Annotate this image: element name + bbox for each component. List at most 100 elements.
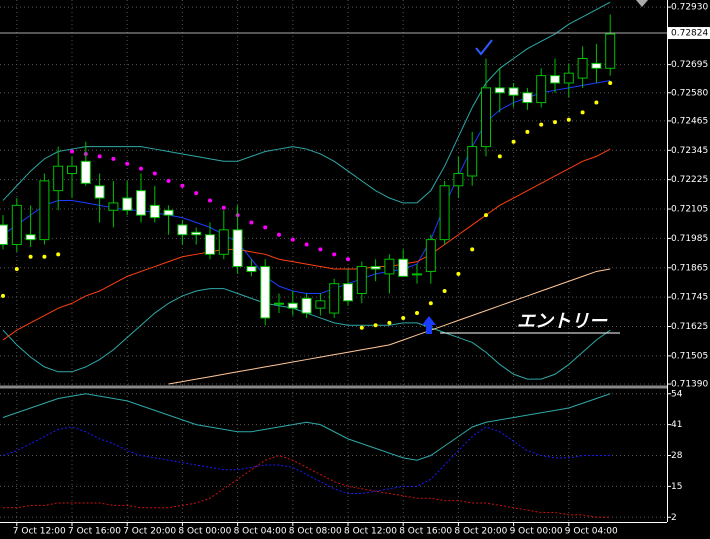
y-tick-label: 41 xyxy=(671,420,682,430)
sar-dot xyxy=(428,301,433,306)
candle-body xyxy=(356,266,367,294)
indicator-line xyxy=(2,393,611,461)
candle-body xyxy=(94,185,105,199)
y-tick-label: 0.72930 xyxy=(671,3,708,13)
candle-body xyxy=(384,258,395,275)
sar-dot xyxy=(277,232,281,237)
sar-dot xyxy=(525,129,530,134)
candle-body xyxy=(67,165,77,175)
candle-body xyxy=(246,266,257,272)
x-tick-label: 9 Oct 00:00 xyxy=(510,527,563,537)
y-tick-label: 0.72225 xyxy=(671,175,708,185)
y-tick-label: 0.72465 xyxy=(671,116,708,126)
candle-body xyxy=(315,300,326,309)
candle-body xyxy=(163,209,174,216)
y-tick-label: 54 xyxy=(671,389,683,399)
entry-arrow xyxy=(422,316,436,334)
sar-dot xyxy=(359,325,364,330)
sar-dot xyxy=(415,311,419,316)
indicator-line xyxy=(2,148,611,341)
x-tick-label: 7 Oct 16:00 xyxy=(68,527,121,537)
sar-dot xyxy=(442,289,447,294)
candle-body xyxy=(11,204,22,246)
sar-dot xyxy=(484,213,488,218)
x-tick-label: 8 Oct 12:00 xyxy=(344,527,397,537)
candle-body xyxy=(301,297,312,314)
candle-body xyxy=(563,72,574,84)
scroll-marker xyxy=(636,0,648,7)
check-icon xyxy=(475,39,493,56)
candle-body xyxy=(605,33,616,69)
sar-dot xyxy=(14,267,19,272)
sar-dot xyxy=(290,237,295,242)
candle-body xyxy=(577,57,588,79)
y-tick-label: 0.71625 xyxy=(671,322,708,332)
candle-body xyxy=(425,239,436,272)
candle-body xyxy=(25,234,36,241)
y-tick-label: 28 xyxy=(671,451,683,461)
sar-dot xyxy=(42,254,47,259)
candle-body xyxy=(343,283,353,302)
candle-body xyxy=(149,204,160,219)
y-tick-label: 0.72580 xyxy=(671,88,708,98)
candle-body xyxy=(39,180,50,241)
sar-dot xyxy=(332,252,337,257)
sar-dot xyxy=(456,271,461,276)
sar-dot xyxy=(401,315,406,320)
candle-body xyxy=(591,62,602,69)
sar-dot xyxy=(221,205,226,210)
y-tick-label: 2 xyxy=(671,513,677,523)
x-tick-label: 8 Oct 08:00 xyxy=(289,527,342,537)
y-tick-label: 0.72105 xyxy=(671,205,708,215)
sar-dot xyxy=(318,247,323,252)
x-tick-label: 9 Oct 04:00 xyxy=(565,527,618,537)
candle-body xyxy=(329,283,340,314)
x-tick-label: 8 Oct 16:00 xyxy=(399,527,452,537)
y-tick-label: 0.71505 xyxy=(671,351,708,361)
y-tick-label: 0.71745 xyxy=(671,293,708,303)
sar-dot xyxy=(346,257,350,262)
candle-body xyxy=(494,87,505,94)
sar-dot xyxy=(594,100,599,105)
sar-dot xyxy=(608,80,613,85)
candle-body xyxy=(398,258,409,277)
sar-dot xyxy=(194,191,199,196)
sar-dot xyxy=(539,122,544,127)
sar-dot xyxy=(1,293,5,298)
current-price-box xyxy=(668,27,710,40)
sar-dot xyxy=(580,110,585,115)
candle-body xyxy=(522,92,533,104)
sar-dot xyxy=(56,252,61,257)
candle-body xyxy=(0,224,8,246)
sar-dot xyxy=(497,154,502,159)
sar-dot xyxy=(139,166,143,171)
sar-dot xyxy=(125,161,130,166)
sar-dot xyxy=(553,120,557,125)
candle-body xyxy=(453,173,464,187)
sar-dot xyxy=(70,149,74,154)
candle-body xyxy=(80,160,91,184)
sar-dot xyxy=(249,220,254,225)
x-tick-label: 7 Oct 20:00 xyxy=(123,527,176,537)
candle-body xyxy=(136,190,146,216)
candle-body xyxy=(122,197,133,211)
sar-dot xyxy=(180,183,185,188)
x-tick-label: 7 Oct 12:00 xyxy=(13,527,66,537)
y-tick-label: 15 xyxy=(671,482,682,492)
x-tick-label: 8 Oct 00:00 xyxy=(178,527,231,537)
sar-dot xyxy=(152,171,157,176)
indicator-line xyxy=(3,454,611,518)
sar-dot xyxy=(373,323,378,328)
current-price-label: 0.72824 xyxy=(671,29,708,39)
sar-dot xyxy=(470,247,475,252)
candle-body xyxy=(108,202,119,211)
candle-body xyxy=(53,165,64,192)
sar-dot xyxy=(387,320,392,325)
candle-body xyxy=(274,302,284,305)
candle-body xyxy=(370,266,381,270)
indicator-line xyxy=(168,268,611,385)
candle-body xyxy=(412,273,422,276)
candle-body xyxy=(218,229,229,255)
sar-dot xyxy=(208,198,212,203)
